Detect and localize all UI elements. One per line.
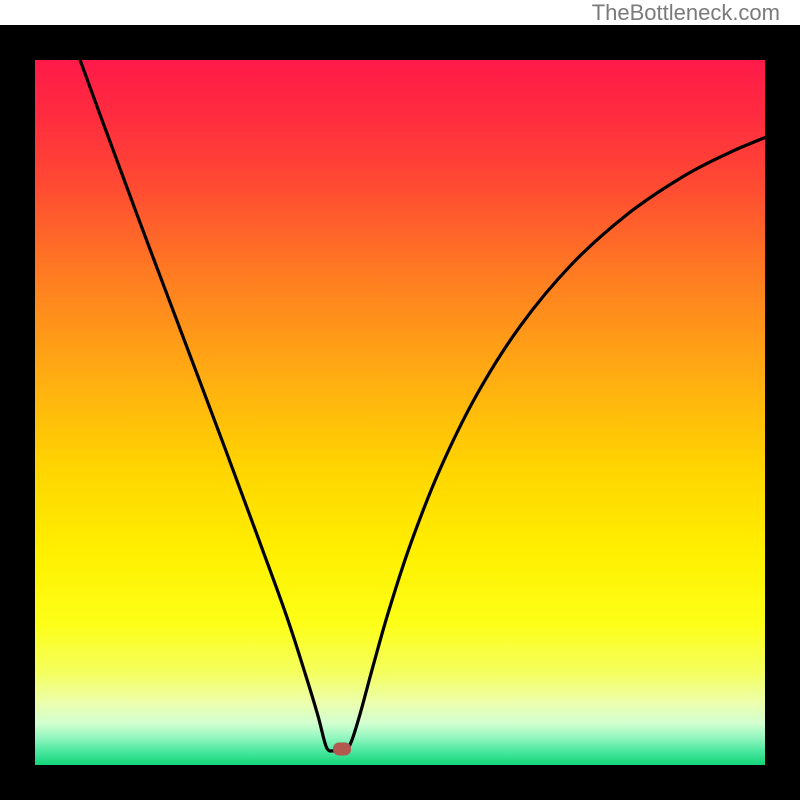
watermark-text: TheBottleneck.com xyxy=(592,0,780,26)
chart-canvas: TheBottleneck.com xyxy=(0,0,800,800)
chart-curve xyxy=(35,60,765,765)
curve-path xyxy=(79,56,765,751)
chart-marker-dot xyxy=(333,742,351,755)
